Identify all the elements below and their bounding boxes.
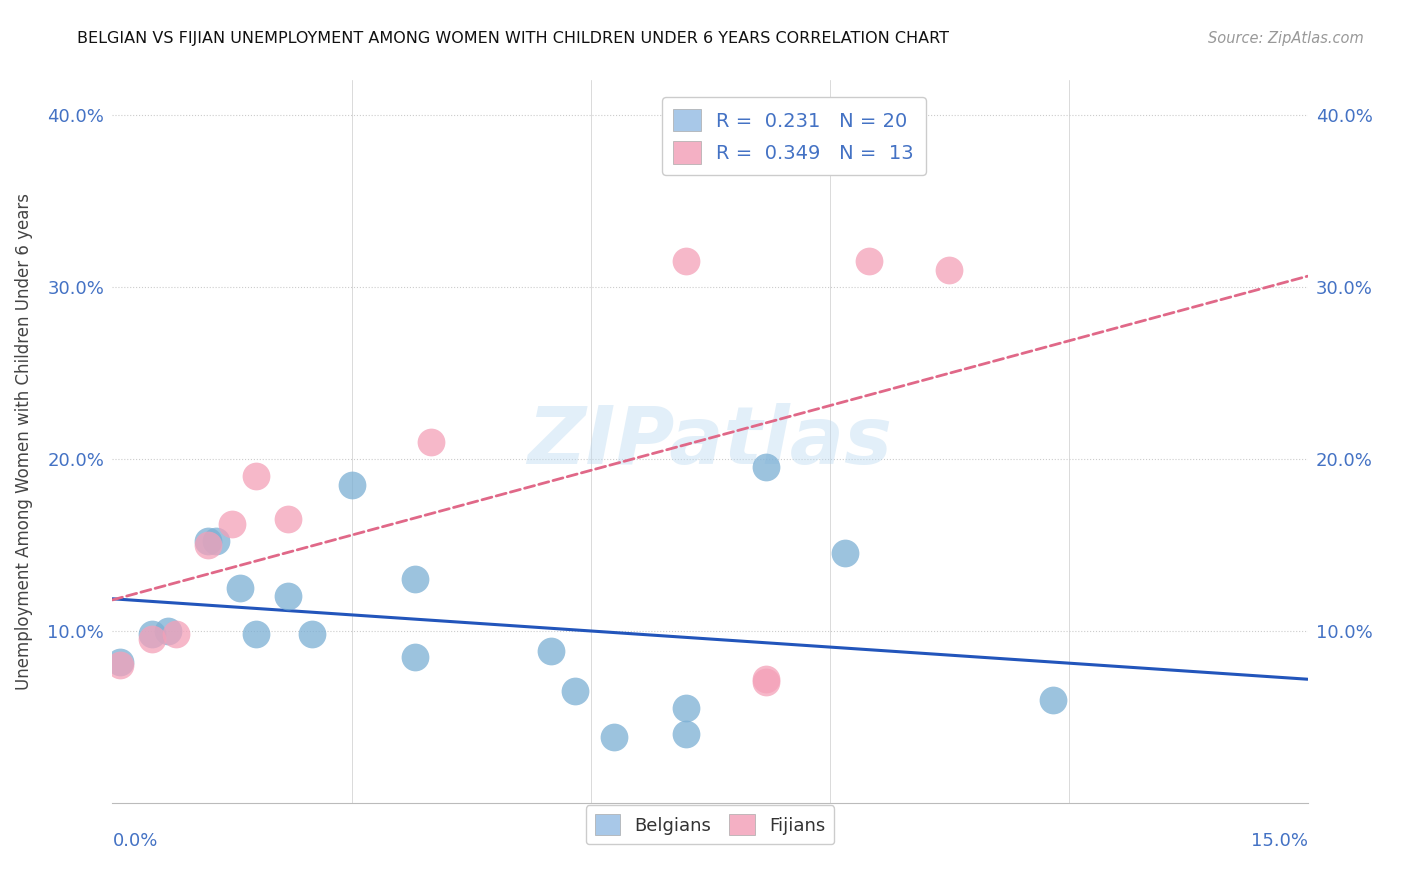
Y-axis label: Unemployment Among Women with Children Under 6 years: Unemployment Among Women with Children U… <box>15 193 34 690</box>
Text: BELGIAN VS FIJIAN UNEMPLOYMENT AMONG WOMEN WITH CHILDREN UNDER 6 YEARS CORRELATI: BELGIAN VS FIJIAN UNEMPLOYMENT AMONG WOM… <box>77 31 949 46</box>
Legend: Belgians, Fijians: Belgians, Fijians <box>586 805 834 845</box>
Text: 15.0%: 15.0% <box>1250 831 1308 850</box>
Point <box>197 534 219 549</box>
Point <box>938 262 960 277</box>
Point <box>197 538 219 552</box>
Point <box>420 434 443 449</box>
Point <box>245 469 267 483</box>
Point <box>110 658 132 673</box>
Point <box>404 649 426 664</box>
Point <box>540 644 562 658</box>
Point <box>110 655 132 669</box>
Point <box>755 675 778 690</box>
Point <box>165 627 187 641</box>
Point <box>834 546 856 560</box>
Text: 0.0%: 0.0% <box>112 831 157 850</box>
Point <box>755 460 778 475</box>
Point <box>141 632 163 647</box>
Point <box>157 624 180 638</box>
Text: ZIPatlas: ZIPatlas <box>527 402 893 481</box>
Point <box>675 701 697 715</box>
Point <box>404 572 426 586</box>
Point <box>675 727 697 741</box>
Point <box>564 684 586 698</box>
Point <box>229 581 252 595</box>
Point <box>277 590 299 604</box>
Point <box>301 627 323 641</box>
Point <box>675 253 697 268</box>
Point <box>1042 692 1064 706</box>
Text: Source: ZipAtlas.com: Source: ZipAtlas.com <box>1208 31 1364 46</box>
Point <box>603 731 626 745</box>
Point <box>205 534 228 549</box>
Point <box>755 672 778 686</box>
Point <box>221 517 243 532</box>
Point <box>277 512 299 526</box>
Point <box>141 627 163 641</box>
Point <box>245 627 267 641</box>
Point <box>340 477 363 491</box>
Point <box>858 253 880 268</box>
